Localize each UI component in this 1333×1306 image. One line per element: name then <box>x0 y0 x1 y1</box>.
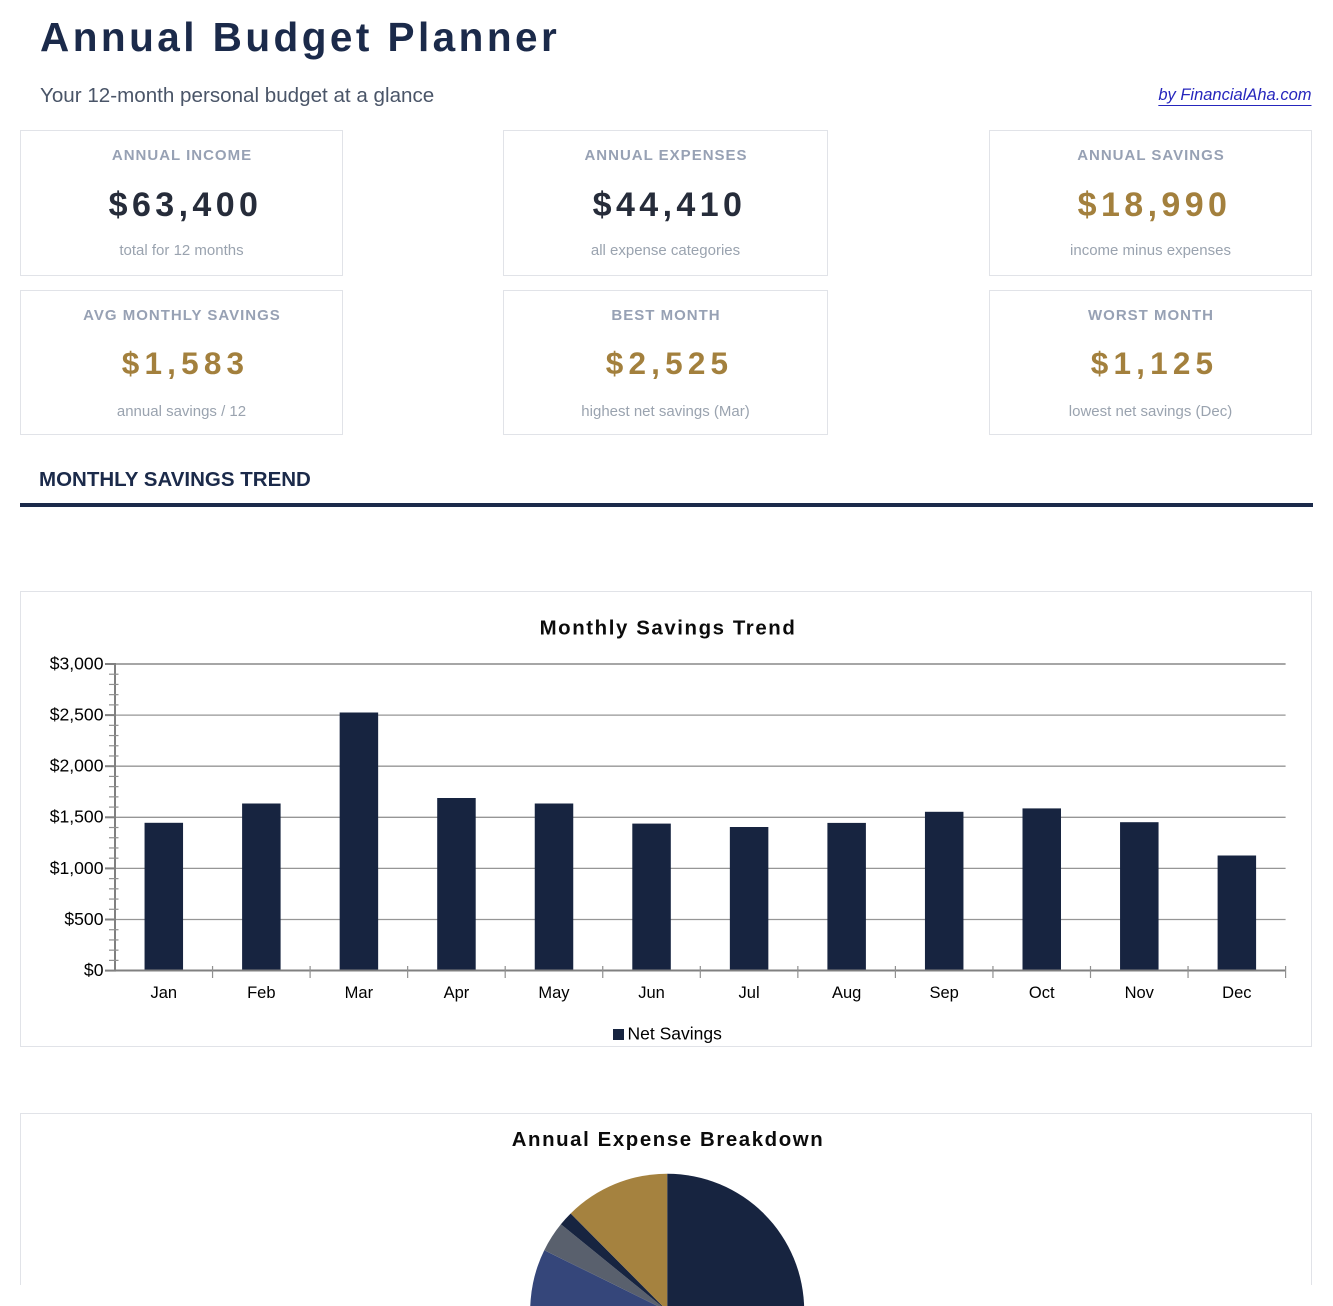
svg-text:Annual Expense Breakdown: Annual Expense Breakdown <box>512 1129 825 1151</box>
svg-text:$1,000: $1,000 <box>50 858 104 878</box>
svg-text:$2,500: $2,500 <box>50 705 104 725</box>
svg-text:$500: $500 <box>64 909 103 929</box>
svg-text:Jan: Jan <box>150 984 177 1002</box>
svg-text:Jul: Jul <box>739 984 760 1002</box>
svg-text:Sep: Sep <box>929 984 958 1002</box>
svg-text:Monthly Savings Trend: Monthly Savings Trend <box>540 618 797 640</box>
svg-text:Feb: Feb <box>247 984 275 1002</box>
svg-text:$2,000: $2,000 <box>50 756 104 776</box>
svg-text:Mar: Mar <box>345 984 374 1002</box>
svg-text:Nov: Nov <box>1125 984 1155 1002</box>
svg-text:Oct: Oct <box>1029 984 1055 1002</box>
svg-text:Dec: Dec <box>1222 984 1251 1002</box>
svg-text:May: May <box>538 984 570 1002</box>
svg-text:$0: $0 <box>84 960 104 980</box>
svg-text:Jun: Jun <box>638 984 665 1002</box>
svg-text:Net Savings: Net Savings <box>628 1024 723 1044</box>
svg-text:Apr: Apr <box>444 984 470 1002</box>
svg-text:$3,000: $3,000 <box>50 653 104 673</box>
svg-text:Aug: Aug <box>832 984 861 1002</box>
svg-text:$1,500: $1,500 <box>50 807 104 827</box>
